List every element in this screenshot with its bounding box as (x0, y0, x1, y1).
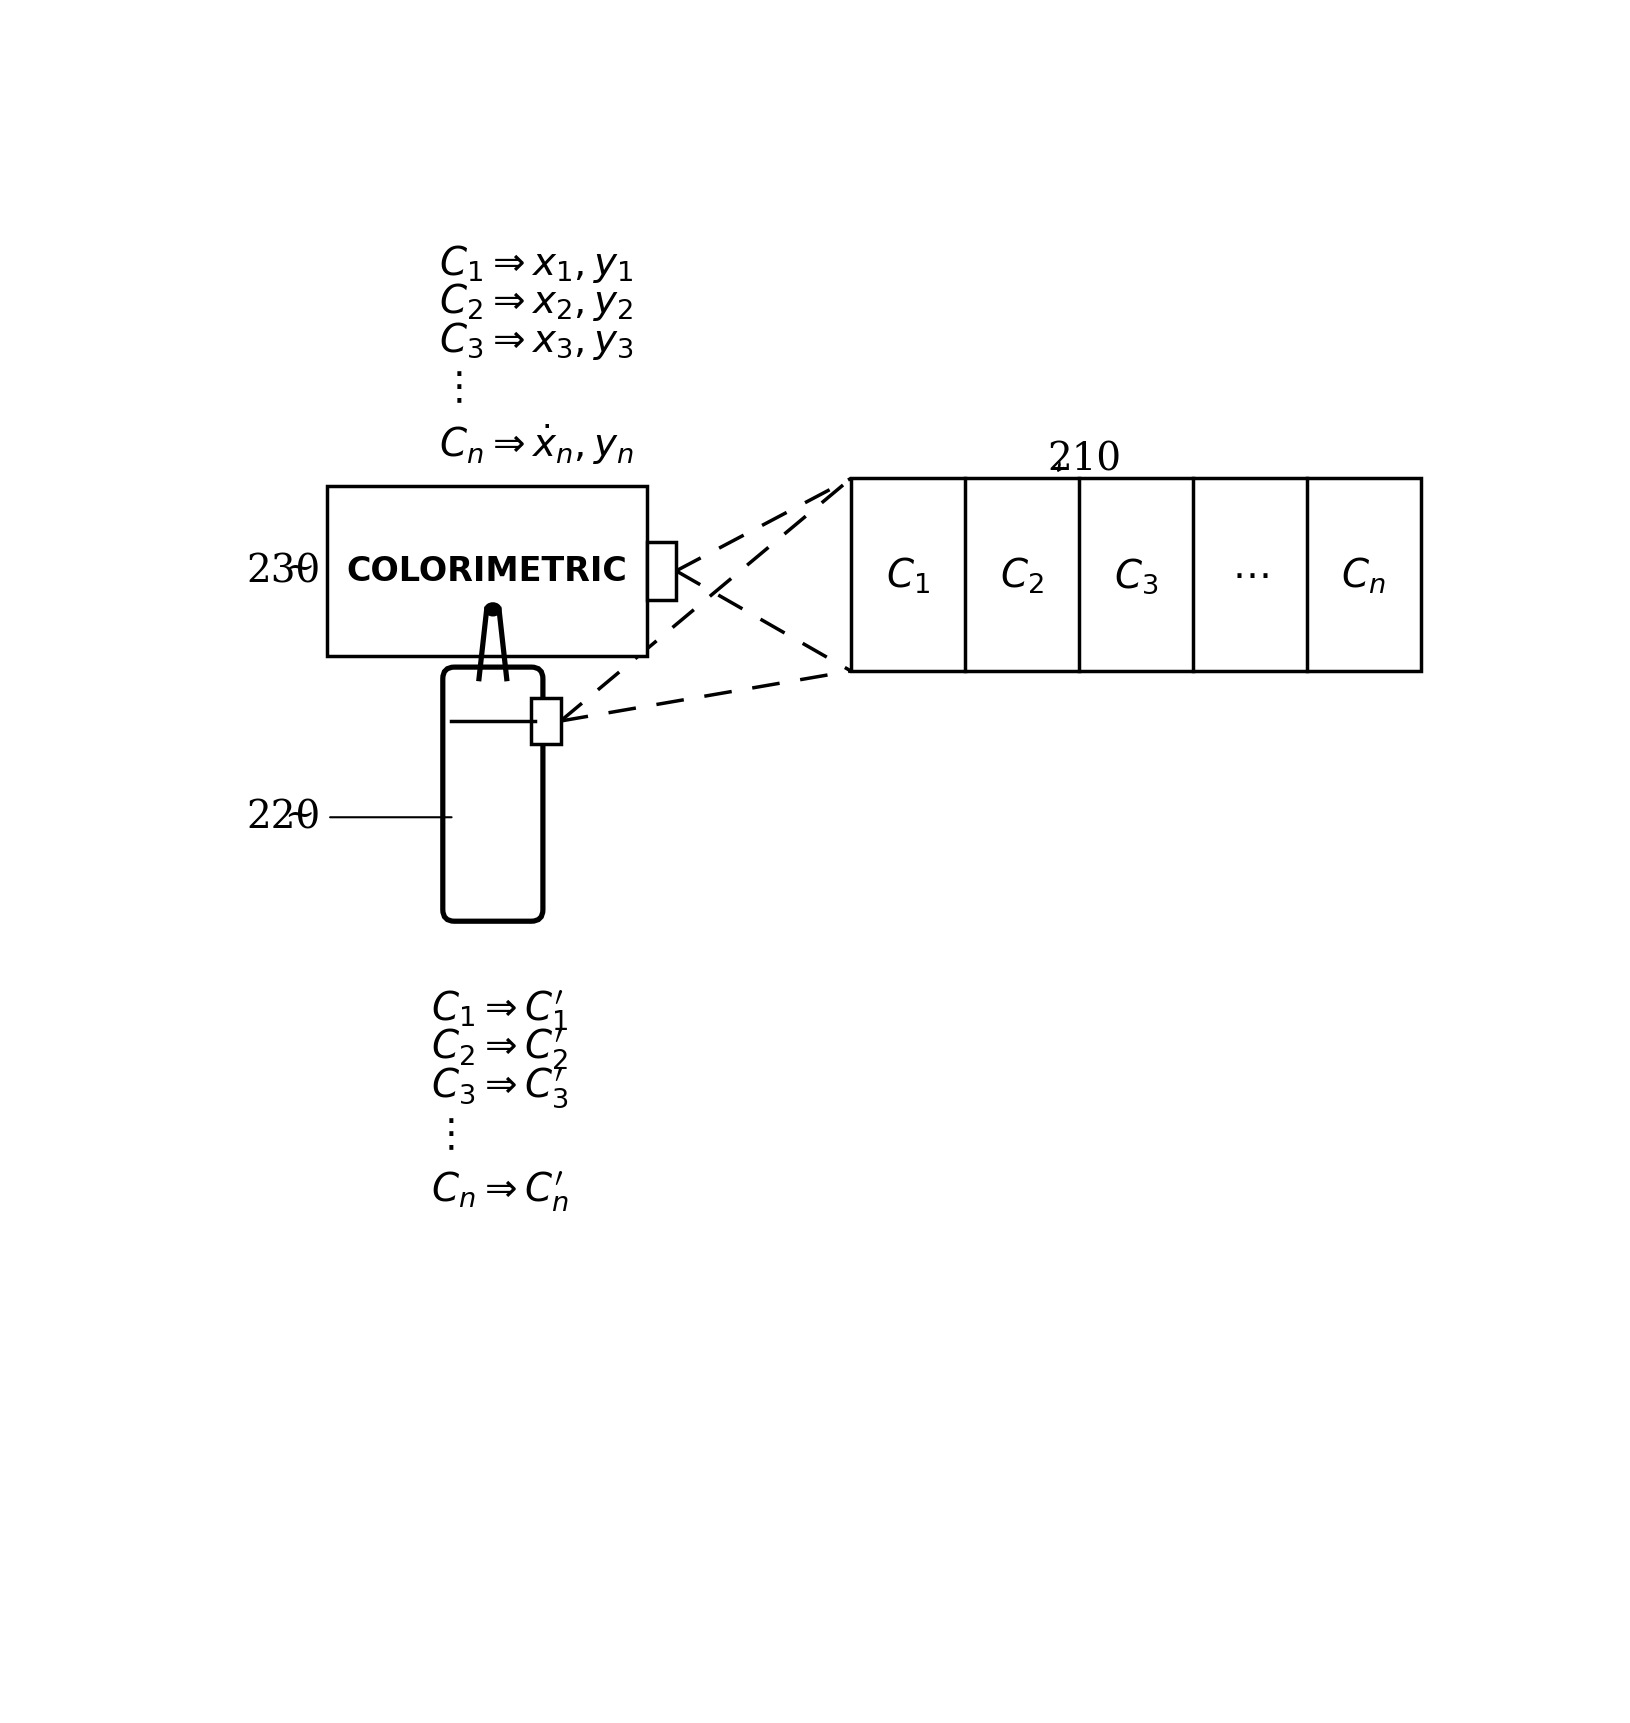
Text: $C_3 \Rightarrow x_3 , y_3$: $C_3 \Rightarrow x_3 , y_3$ (438, 320, 632, 362)
Text: ~: ~ (284, 551, 315, 584)
Text: $C_n \Rightarrow C_n'$: $C_n \Rightarrow C_n'$ (430, 1168, 569, 1213)
Text: $\vdots$: $\vdots$ (438, 370, 461, 407)
Bar (328, 488, 647, 656)
Text: 210: 210 (1046, 441, 1121, 479)
Text: $C_1$: $C_1$ (885, 555, 929, 596)
Text: $C_1 \Rightarrow C_1'$: $C_1 \Rightarrow C_1'$ (430, 987, 569, 1032)
Text: $C_2 \Rightarrow x_2 , y_2$: $C_2 \Rightarrow x_2 , y_2$ (438, 281, 632, 324)
Text: $C_2 \Rightarrow C_2'$: $C_2 \Rightarrow C_2'$ (430, 1025, 567, 1072)
Text: 220: 220 (246, 799, 321, 836)
Text: ~: ~ (284, 798, 315, 830)
Text: 230: 230 (246, 553, 321, 589)
Ellipse shape (486, 605, 499, 615)
Text: COLORIMETRIC: COLORIMETRIC (347, 555, 628, 588)
Bar (647, 543, 676, 600)
Text: $C_1 \Rightarrow x_1 , y_1$: $C_1 \Rightarrow x_1 , y_1$ (438, 243, 632, 284)
Text: $C_3$: $C_3$ (1113, 555, 1157, 594)
Bar (851, 479, 1420, 672)
Text: $\vdots$: $\vdots$ (430, 1117, 455, 1153)
Bar (531, 698, 561, 744)
FancyBboxPatch shape (442, 669, 543, 922)
Text: $\cdots$: $\cdots$ (1231, 557, 1267, 594)
Text: $C_n$: $C_n$ (1340, 555, 1386, 596)
Text: $C_3 \Rightarrow C_3'$: $C_3 \Rightarrow C_3'$ (430, 1065, 569, 1110)
Text: $C_n \Rightarrow \dot{x}_n , y_n$: $C_n \Rightarrow \dot{x}_n , y_n$ (438, 422, 634, 467)
Text: $C_2$: $C_2$ (999, 555, 1043, 596)
